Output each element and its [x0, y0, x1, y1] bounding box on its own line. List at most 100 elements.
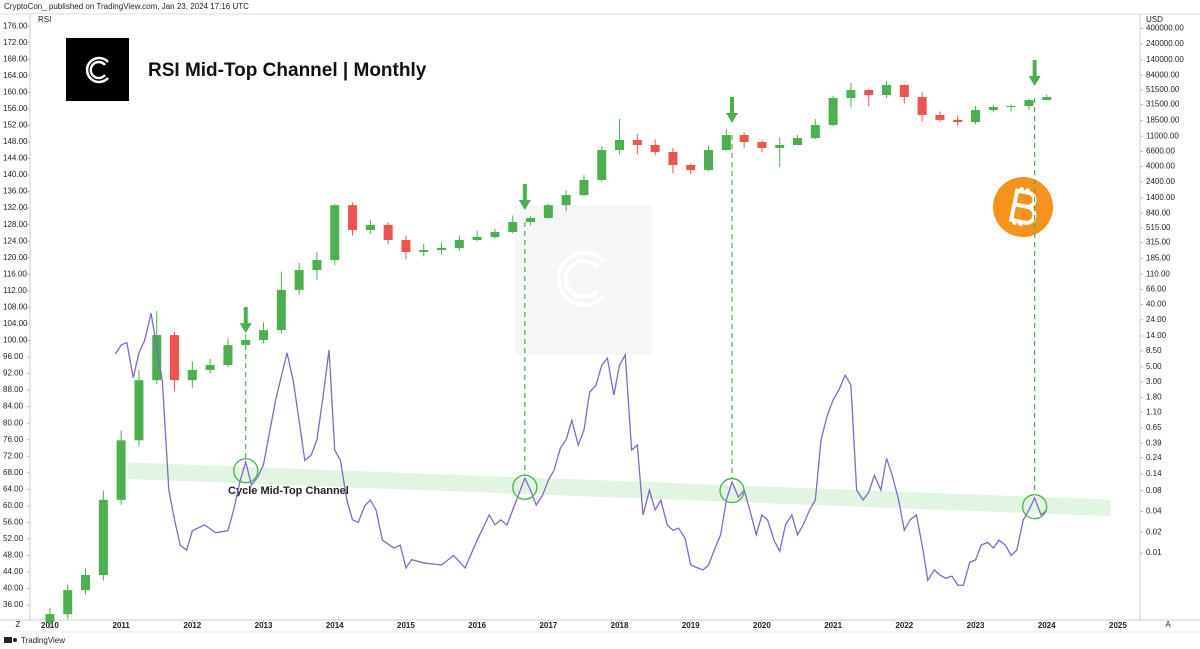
y-tick-label: 40.00 [3, 584, 24, 593]
y-tick-label: 56.00 [3, 518, 24, 527]
candle-body [775, 144, 785, 148]
y-tick-label: 112.00 [3, 286, 27, 295]
arrow [239, 307, 252, 334]
y2-tick-label: 1.80 [1146, 393, 1162, 402]
y2-tick-label: 0.14 [1146, 469, 1162, 478]
peak-circle [719, 477, 745, 504]
y2-tick-label: 0.24 [1146, 453, 1162, 462]
candle-body [98, 499, 108, 576]
y2-tick-label: 66.00 [1146, 285, 1167, 294]
y2-tick-label: 5.00 [1146, 362, 1162, 371]
candle-body [383, 224, 393, 240]
x-tick-label: 2018 [611, 621, 629, 630]
x-tick-label: 2025 [1109, 621, 1127, 630]
candle-body [686, 165, 696, 171]
candle-body [1024, 100, 1034, 106]
peak-circle [233, 458, 259, 484]
scale-button[interactable]: Z [16, 620, 21, 629]
x-tick-label: 2022 [895, 621, 913, 630]
y-tick-label: 60.00 [3, 501, 24, 510]
candle-body [259, 330, 269, 341]
y-tick-label: 172.00 [3, 38, 28, 47]
y2-tick-label: 14.00 [1146, 331, 1167, 340]
y-tick-label: 164.00 [3, 71, 28, 80]
y-tick-label: 36.00 [3, 600, 24, 609]
x-tick-label: 2016 [468, 621, 486, 630]
y2-tick-label: 140000.00 [1146, 55, 1184, 64]
y2-tick-label: 11000.00 [1146, 131, 1179, 140]
candle-body [63, 590, 73, 615]
candle-body [1042, 97, 1052, 101]
y-tick-label: 52.00 [3, 534, 24, 543]
y-tick-label: 156.00 [3, 104, 28, 113]
y-tick-label: 144.00 [3, 154, 28, 163]
y-tick-label: 116.00 [3, 269, 27, 278]
chart-title: RSI Mid-Top Channel | Monthly [148, 60, 427, 81]
candle-body [454, 239, 464, 249]
candle-body [632, 139, 642, 145]
y2-tick-label: 4000.00 [1146, 162, 1175, 171]
candle-body [223, 345, 233, 366]
candle-body [508, 222, 518, 233]
y2-tick-label: 110.00 [1146, 269, 1170, 278]
candle-body [721, 135, 731, 151]
y-tick-label: 44.00 [3, 567, 24, 576]
candle-body [882, 84, 892, 96]
y2-tick-label: 6600.00 [1146, 147, 1175, 156]
candle-body [953, 119, 963, 123]
y2-tick-label: 8.50 [1146, 346, 1162, 355]
watermark-logo [556, 251, 606, 307]
x-tick-label: 2023 [967, 621, 985, 630]
y2-tick-label: 24.00 [1146, 315, 1167, 324]
header: CryptoCon_ published on TradingView.com,… [4, 2, 249, 11]
x-tick-label: 2019 [682, 621, 700, 630]
y-tick-label: 120.00 [3, 253, 28, 262]
y2-tick-label: 40.00 [1146, 300, 1167, 309]
y-tick-label: 92.00 [3, 369, 24, 378]
y2-tick-label: 3.00 [1146, 377, 1162, 386]
candle-body [988, 107, 998, 111]
bitcoin-symbol [1008, 186, 1037, 227]
rsi-line [114, 313, 1048, 586]
x-tick-label: 2013 [255, 621, 273, 630]
annotation: Cycle Mid-Top Channel [228, 485, 349, 497]
footer: TradingView [21, 636, 65, 645]
logo-mark [85, 56, 109, 84]
y2-tick-label: 2400.00 [1146, 177, 1175, 186]
footer-logo [4, 637, 17, 643]
candle-body [116, 440, 126, 500]
y-tick-label: 76.00 [3, 435, 24, 444]
y-tick-label: 64.00 [3, 484, 24, 493]
y2-tick-label: 84000.00 [1146, 70, 1180, 79]
y2-tick-label: 240000.00 [1146, 39, 1184, 48]
candle-body [134, 380, 144, 441]
candle-body [828, 98, 838, 126]
x-tick-label: 2021 [824, 621, 842, 630]
logo [66, 38, 129, 101]
candle-body [668, 151, 678, 166]
y-tick-label: 48.00 [3, 551, 24, 560]
candle-body [419, 250, 429, 253]
candle-body [793, 138, 803, 145]
y-tick-label: 132.00 [3, 203, 28, 212]
candle-body [971, 110, 981, 123]
arrow [1028, 60, 1041, 87]
candle-body [526, 218, 536, 223]
y-tick-label: 176.00 [3, 21, 28, 30]
peak-circle [1021, 494, 1048, 520]
candle-body [757, 142, 767, 148]
x-tick-label: 2015 [397, 621, 415, 630]
y2-tick-label: 18500.00 [1146, 116, 1180, 125]
y-tick-label: 148.00 [3, 137, 28, 146]
candle-body [45, 614, 55, 623]
candle-body [543, 205, 553, 219]
candle-body [312, 260, 322, 271]
candle-body [846, 90, 856, 99]
arrow [518, 184, 531, 211]
scale-button[interactable]: A [1165, 620, 1171, 629]
y2-tick-label: 0.65 [1146, 423, 1162, 432]
y-tick-label: 84.00 [3, 402, 24, 411]
y-tick-label: 104.00 [3, 319, 28, 328]
y2-tick-label: 51500.00 [1146, 85, 1180, 94]
